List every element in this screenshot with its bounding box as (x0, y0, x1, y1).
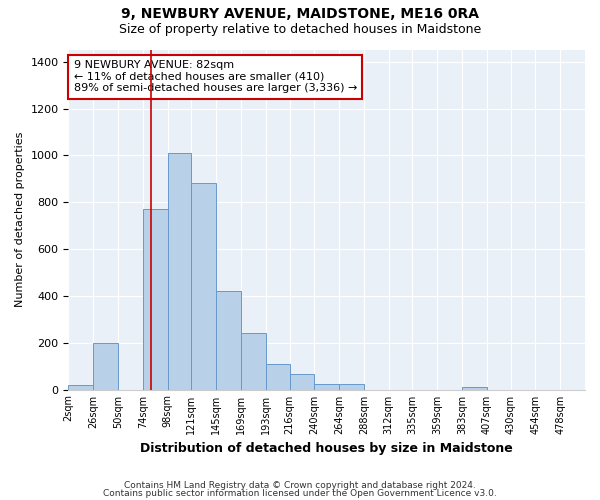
Bar (462, 387, 487, 390)
Bar (68, 385, 93, 390)
Text: 9, NEWBURY AVENUE, MAIDSTONE, ME16 0RA: 9, NEWBURY AVENUE, MAIDSTONE, ME16 0RA (121, 8, 479, 22)
Text: Size of property relative to detached houses in Maidstone: Size of property relative to detached ho… (119, 22, 481, 36)
Bar (241, 334, 266, 390)
Bar (143, 209, 167, 390)
Y-axis label: Number of detached properties: Number of detached properties (15, 132, 25, 308)
Text: Contains public sector information licensed under the Open Government Licence v3: Contains public sector information licen… (103, 488, 497, 498)
X-axis label: Distribution of detached houses by size in Maidstone: Distribution of detached houses by size … (140, 442, 513, 455)
Bar (266, 364, 290, 390)
Text: 9 NEWBURY AVENUE: 82sqm
← 11% of detached houses are smaller (410)
89% of semi-d: 9 NEWBURY AVENUE: 82sqm ← 11% of detache… (74, 60, 357, 94)
Bar (216, 291, 241, 390)
Text: Contains HM Land Registry data © Crown copyright and database right 2024.: Contains HM Land Registry data © Crown c… (124, 481, 476, 490)
Bar (93, 342, 118, 390)
Bar (314, 384, 339, 390)
Bar (167, 153, 191, 390)
Bar (339, 384, 364, 390)
Bar (191, 184, 216, 390)
Bar (290, 374, 314, 390)
